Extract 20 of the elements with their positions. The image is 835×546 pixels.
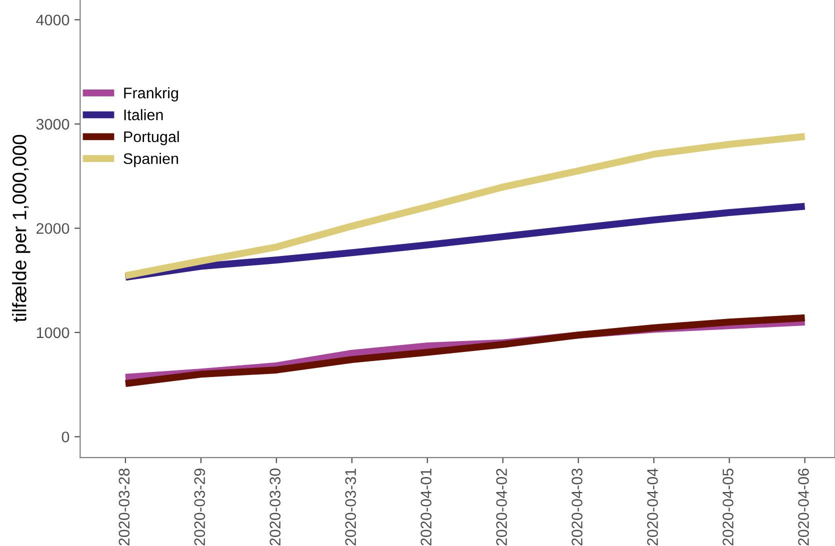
legend-label: Spanien — [124, 152, 178, 168]
legend-label: Frankrig — [124, 87, 178, 102]
x-tick-label: 2020-03-30 — [270, 468, 281, 546]
y-tick-label: 3000 — [36, 118, 70, 130]
x-tick-label: 2020-04-06 — [798, 468, 809, 546]
y-tick-label: 1000 — [36, 327, 70, 338]
x-tick-label: 2020-04-02 — [496, 468, 507, 546]
y-axis-title: tilfælde per 1,000,000 — [12, 134, 30, 322]
y-tick-label: 2000 — [36, 223, 70, 234]
x-tick-label: 2020-04-04 — [647, 468, 658, 546]
x-tick-label: 2020-03-31 — [345, 468, 356, 546]
legend-label: Portugal — [124, 130, 179, 146]
y-tick-label: 0 — [62, 432, 70, 442]
x-tick-label: 2020-04-05 — [722, 468, 734, 546]
x-tick-label: 2020-04-03 — [572, 468, 582, 546]
x-tick-label: 2020-03-28 — [118, 468, 130, 546]
legend-label: Italien — [124, 109, 163, 120]
x-tick-label: 2020-04-01 — [420, 468, 432, 546]
y-tick-label: 4000 — [36, 14, 70, 26]
x-tick-label: 2020-03-29 — [194, 468, 206, 546]
